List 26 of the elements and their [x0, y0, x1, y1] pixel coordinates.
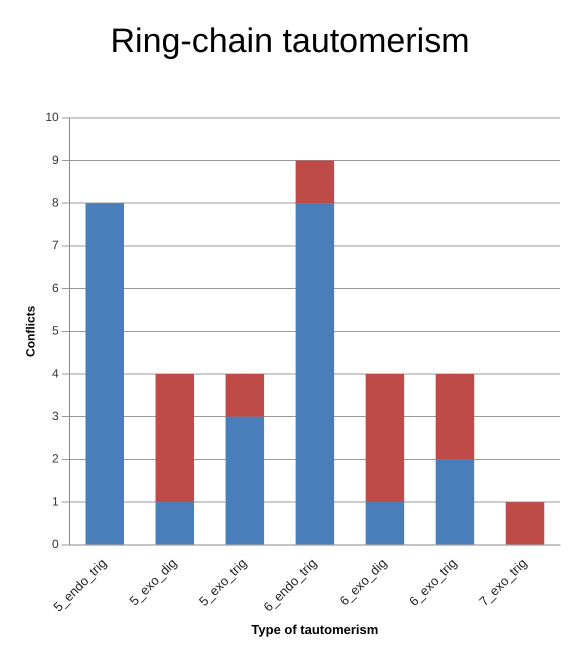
y-tick-label: 4	[52, 366, 60, 380]
bar	[366, 502, 404, 544]
bar	[226, 416, 264, 544]
bar	[506, 502, 544, 544]
y-tick-label: 3	[52, 409, 60, 424]
y-tick-label: 2	[52, 452, 60, 466]
bar	[296, 160, 334, 204]
x-axis-title: Type of tautomerism	[251, 622, 378, 637]
bar	[436, 459, 474, 544]
y-tick-label: 8	[52, 196, 60, 210]
bar	[156, 374, 194, 502]
bar	[436, 374, 474, 460]
bar	[86, 203, 124, 544]
bar	[226, 374, 264, 417]
y-tick-label: 10	[45, 110, 60, 124]
y-tick-label: 6	[52, 280, 60, 295]
chart-title: Ring-chain tautomerism	[110, 22, 470, 60]
y-axis-title: Conflicts	[24, 305, 38, 357]
y-tick-label: 9	[52, 152, 60, 167]
y-tick-label: 1	[52, 494, 60, 508]
bar	[366, 374, 404, 502]
bar	[156, 502, 194, 544]
y-tick-label: 5	[52, 324, 60, 338]
bar	[296, 203, 334, 544]
y-tick-label: 7	[52, 238, 60, 252]
y-tick-label: 0	[52, 537, 60, 552]
